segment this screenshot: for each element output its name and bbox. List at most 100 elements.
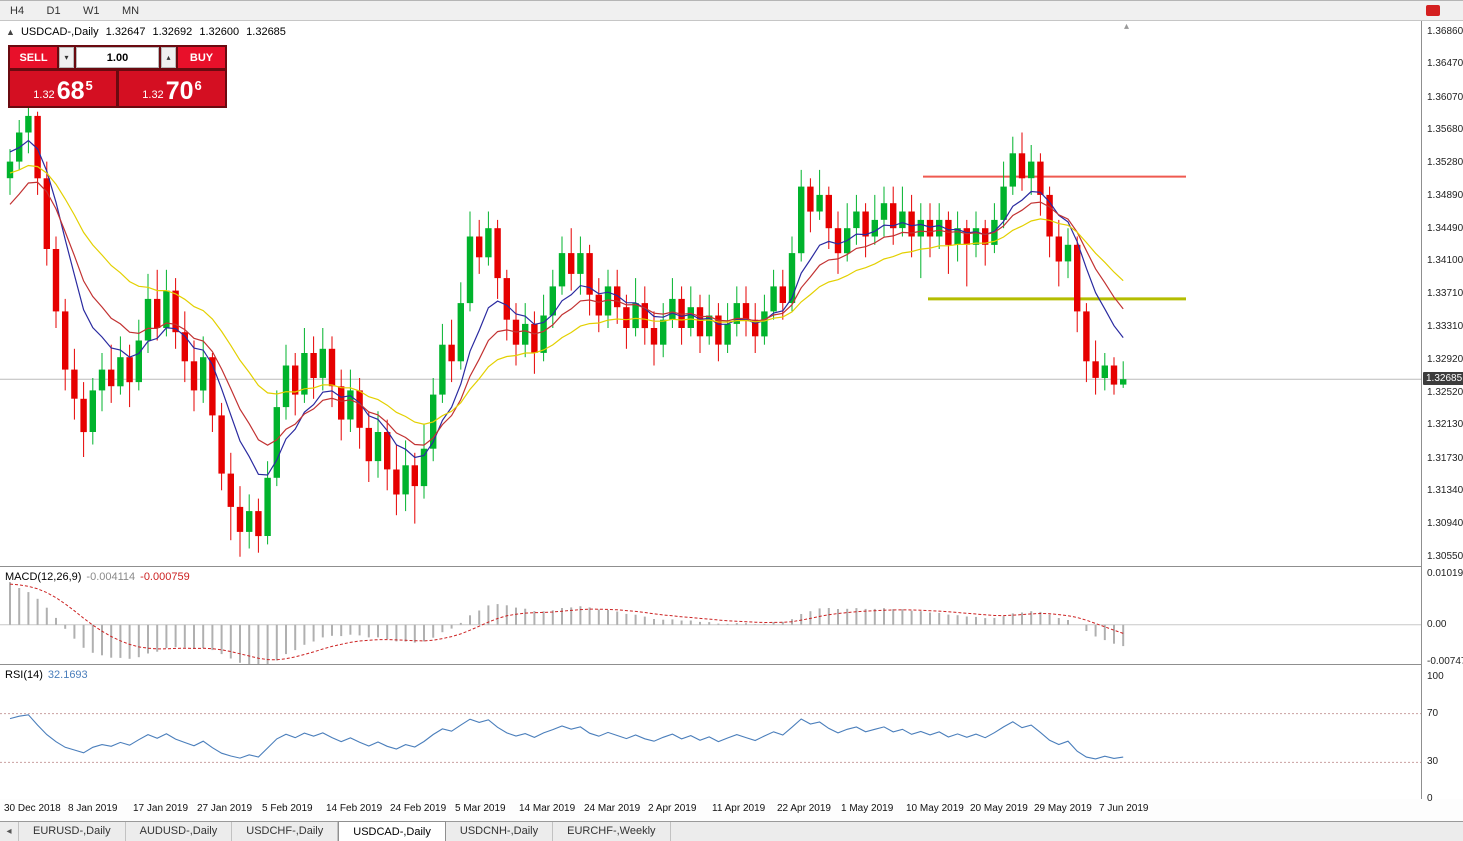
candlestick-chart[interactable]	[0, 21, 1421, 566]
price-scale[interactable]: 1.36860 1.36470 1.36070 1.35680 1.35280 1.348…	[1421, 21, 1463, 804]
date-axis[interactable]: 30 Dec 2018 8 Jan 2019 17 Jan 2019 27 Jan 2…	[0, 799, 1463, 821]
chart-symbol-label: USDCAD-,Daily	[20, 26, 99, 38]
rsi-name: RSI(14)	[5, 669, 43, 681]
date-label: 14 Feb 2019	[326, 803, 383, 814]
macd-name: MACD(12,26,9)	[5, 571, 82, 583]
timeframe-mn-button[interactable]: MN	[114, 3, 147, 19]
rsi-panel[interactable]: RSI(14) 32.1693	[0, 666, 1421, 799]
ma-mid-line	[9, 181, 1124, 446]
tab-scroll-left-button[interactable]: ◂	[0, 822, 19, 841]
candles	[6, 107, 1127, 557]
date-label: 29 May 2019	[1034, 803, 1092, 814]
chart-marker-icon: ▲	[6, 27, 15, 37]
price-tick-label: 1.36860	[1427, 26, 1463, 37]
red-status-icon[interactable]	[1426, 5, 1440, 16]
date-label: 11 Apr 2019	[712, 803, 766, 814]
volume-input[interactable]	[76, 47, 159, 68]
date-label: 10 May 2019	[906, 803, 964, 814]
date-label: 1 May 2019	[841, 803, 894, 814]
price-tick-label: 1.36070	[1427, 92, 1463, 103]
panel-divider[interactable]	[0, 664, 1463, 667]
current-price-badge: 1.32685	[1423, 372, 1463, 385]
date-label: 14 Mar 2019	[519, 803, 576, 814]
price-tick-label: 1.34100	[1427, 255, 1463, 266]
ma-slow-line	[9, 164, 1124, 425]
date-label: 27 Jan 2019	[197, 803, 253, 814]
price-tick-label: 1.32520	[1427, 387, 1463, 398]
date-label: 5 Mar 2019	[455, 803, 506, 814]
timeframe-w1-button[interactable]: W1	[75, 3, 108, 19]
price-tick-label: 1.30550	[1427, 551, 1463, 562]
chart-tab-bar: ◂ EURUSD-,Daily AUDUSD-,Daily USDCHF-,Da…	[0, 821, 1463, 841]
timeframe-h4-button[interactable]: H4	[2, 3, 32, 19]
tab-eurchf-weekly[interactable]: EURCHF-,Weekly	[553, 822, 671, 841]
chevron-down-icon: ▾	[64, 53, 69, 62]
volume-increase-button[interactable]: ▴	[161, 47, 176, 68]
sell-price-big: 68	[56, 77, 85, 105]
timeframe-d1-button[interactable]: D1	[39, 3, 69, 19]
buy-button[interactable]: BUY	[178, 47, 225, 68]
sell-price-sup: 5	[85, 78, 93, 93]
chart-title: ▲ USDCAD-,Daily 1.32647 1.32692 1.32600 …	[6, 26, 290, 38]
tab-eurusd-daily[interactable]: EURUSD-,Daily	[19, 822, 126, 841]
rsi-chart	[0, 713, 1421, 763]
macd-tick-label: 0.010199	[1427, 568, 1463, 579]
price-tick-label: 1.34890	[1427, 190, 1463, 201]
macd-signal-line	[9, 583, 1124, 661]
price-tick-label: 1.35680	[1427, 124, 1463, 135]
price-tick-label: 1.31340	[1427, 485, 1463, 496]
buy-price-display[interactable]: 1.32 70 6	[119, 71, 225, 106]
macd-tick-label: 0.00	[1427, 619, 1447, 630]
buy-price-big: 70	[165, 77, 194, 105]
sell-button[interactable]: SELL	[10, 47, 57, 68]
tab-usdcnh-daily[interactable]: USDCNH-,Daily	[446, 822, 554, 841]
rsi-tick-label: 0	[1427, 793, 1433, 804]
price-tick-label: 1.30940	[1427, 518, 1463, 529]
price-tick-label: 1.36470	[1427, 58, 1463, 69]
rsi-line	[9, 714, 1124, 760]
trade-prices-row: 1.32 68 5 1.32 70 6	[10, 71, 225, 106]
date-label: 24 Feb 2019	[390, 803, 447, 814]
macd-chart	[0, 582, 1421, 664]
ohlc-high-value: 1.32692	[152, 26, 193, 38]
tab-usdcad-daily[interactable]: USDCAD-,Daily	[338, 821, 446, 841]
price-tick-label: 1.34490	[1427, 223, 1463, 234]
date-label: 5 Feb 2019	[262, 803, 313, 814]
tab-audusd-daily[interactable]: AUDUSD-,Daily	[126, 822, 233, 841]
rsi-tick-label: 100	[1427, 671, 1444, 682]
sell-price-display[interactable]: 1.32 68 5	[10, 71, 116, 106]
main-chart-panel[interactable]: ▲ USDCAD-,Daily 1.32647 1.32692 1.32600 …	[0, 21, 1421, 566]
date-label: 20 May 2019	[970, 803, 1028, 814]
ohlc-close-value: 1.32685	[246, 26, 286, 38]
chart-shift-marker-icon: ▴	[1124, 21, 1130, 32]
volume-decrease-button[interactable]: ▾	[59, 47, 74, 68]
buy-price-sup: 6	[194, 78, 202, 93]
macd-label: MACD(12,26,9) -0.004114 -0.000759	[5, 571, 190, 583]
date-label: 17 Jan 2019	[133, 803, 189, 814]
macd-panel[interactable]: MACD(12,26,9) -0.004114 -0.000759	[0, 568, 1421, 664]
rsi-tick-label: 70	[1427, 708, 1439, 719]
macd-tick-label: -0.007476	[1427, 656, 1463, 667]
rsi-tick-label: 30	[1427, 756, 1439, 767]
ohlc-low-value: 1.32600	[199, 26, 240, 38]
trade-controls-row: SELL ▾ ▴ BUY	[10, 47, 225, 68]
price-tick-label: 1.33310	[1427, 321, 1463, 332]
tab-usdchf-daily[interactable]: USDCHF-,Daily	[232, 822, 339, 841]
toolbar: H4 D1 W1 MN	[0, 1, 1463, 21]
date-label: 30 Dec 2018	[4, 803, 61, 814]
ma-fast-line	[9, 139, 1124, 476]
sell-price-small: 1.32	[33, 89, 55, 101]
date-label: 24 Mar 2019	[584, 803, 641, 814]
buy-price-small: 1.32	[142, 89, 164, 101]
panel-divider[interactable]	[0, 566, 1463, 569]
ohlc-open-value: 1.32647	[105, 26, 146, 38]
price-tick-label: 1.32920	[1427, 354, 1463, 365]
macd-main-value: -0.004114	[86, 571, 136, 583]
date-label: 22 Apr 2019	[777, 803, 831, 814]
price-tick-label: 1.32130	[1427, 419, 1463, 430]
chevron-up-icon: ▴	[166, 53, 171, 62]
chevron-left-icon: ◂	[6, 826, 12, 837]
price-tick-label: 1.31730	[1427, 453, 1463, 464]
